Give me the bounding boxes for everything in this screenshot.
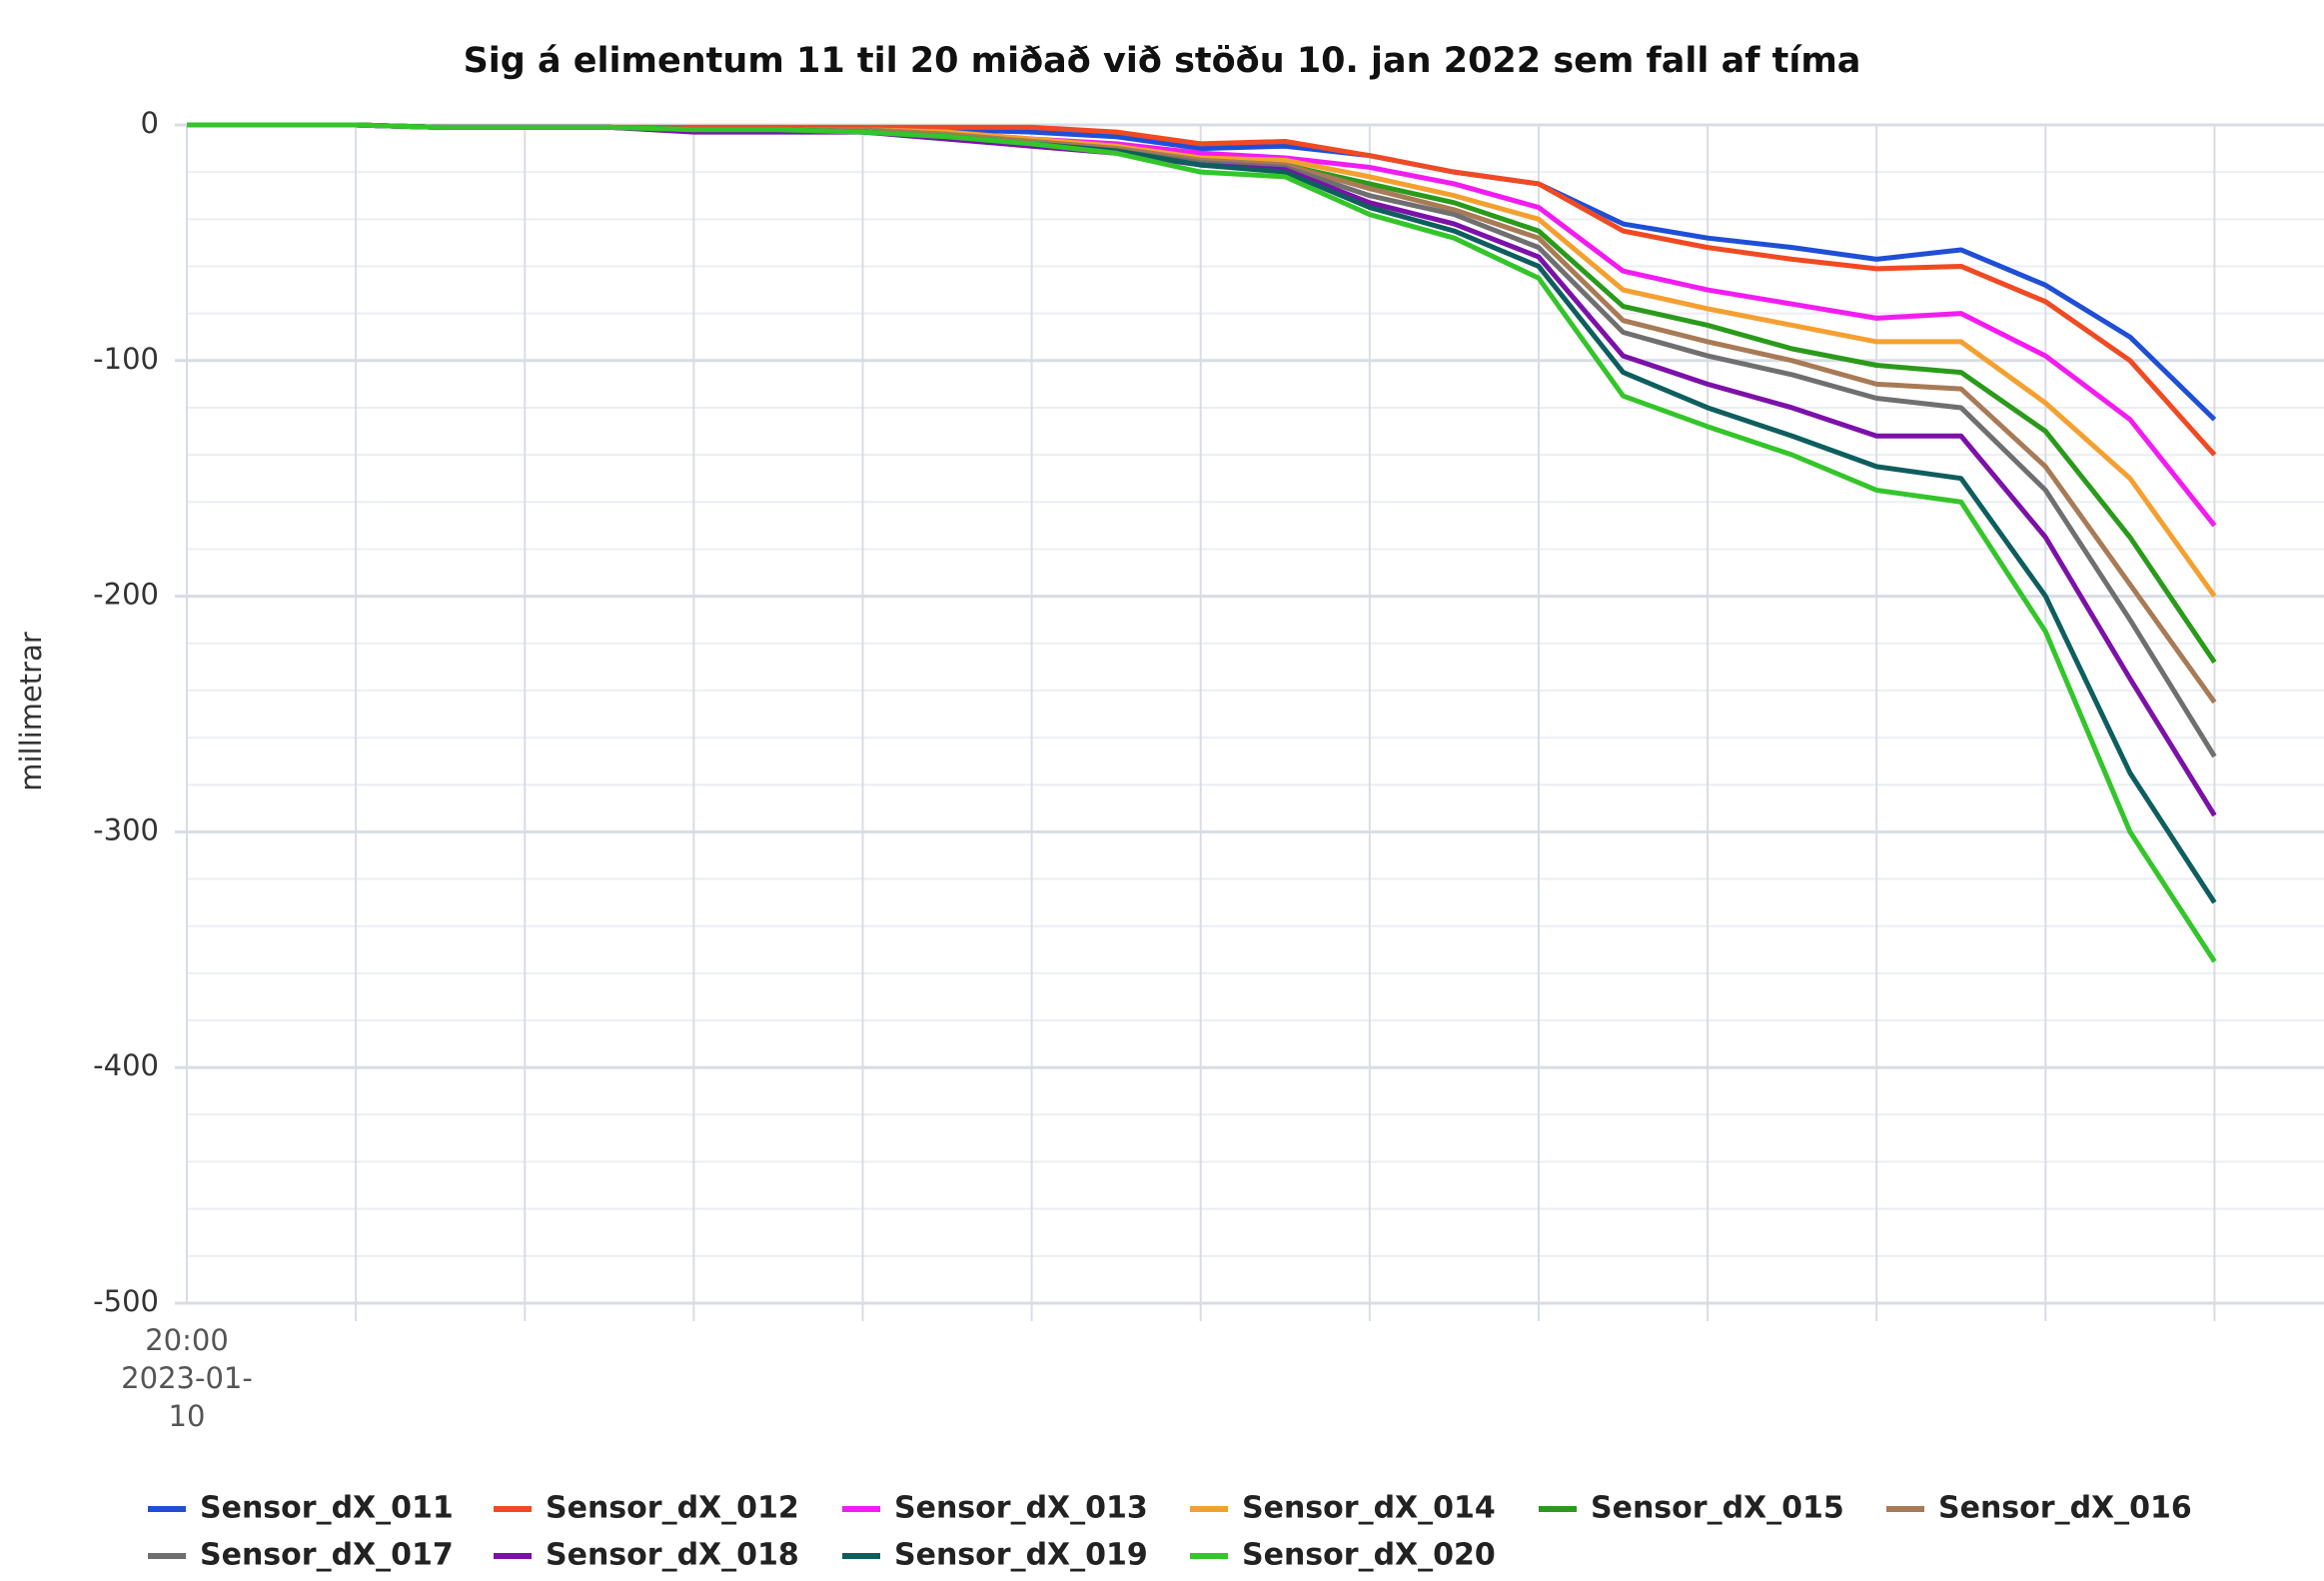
legend-label: Sensor_dX_016 [1938,1491,2192,1526]
y-tick-label: 0 [141,106,159,140]
legend-label: Sensor_dX_013 [894,1491,1148,1526]
x-tick-label: 20:00 2023-01-10 [121,1323,253,1433]
y-tick-label: -500 [93,1284,159,1318]
y-tick-label: -400 [93,1048,159,1082]
legend-label: Sensor_dX_020 [1242,1538,1496,1573]
y-axis-label: millimetrar [14,632,48,791]
legend-label: Sensor_dX_018 [546,1538,799,1573]
legend-label: Sensor_dX_017 [200,1538,454,1573]
legend-label: Sensor_dX_019 [894,1538,1148,1573]
chart-title: Sig á elimentum 11 til 20 miðað við stöð… [464,41,1861,81]
legend-label: Sensor_dX_011 [200,1491,454,1526]
y-tick-label: -200 [93,578,159,612]
y-tick-label: -300 [93,812,159,846]
legend-label: Sensor_dX_012 [546,1491,799,1526]
legend-label: Sensor_dX_015 [1591,1491,1844,1526]
y-tick-label: -100 [93,342,159,376]
series-line [187,122,2217,963]
legend-label: Sensor_dX_014 [1242,1491,1496,1526]
